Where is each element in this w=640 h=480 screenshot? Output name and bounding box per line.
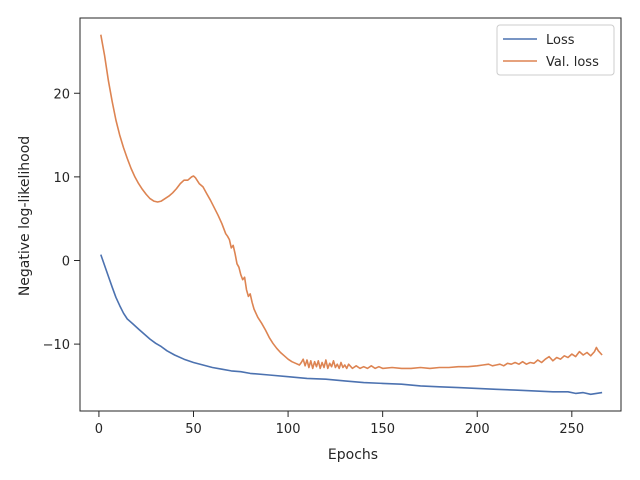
plot-lines [100, 34, 603, 396]
y-tick-label: −10 [43, 338, 70, 353]
legend: Loss Val. loss [496, 24, 615, 76]
series-line-loss [100, 254, 603, 396]
y-axis-label: Negative log-likelihood [17, 136, 33, 296]
y-tick-label: 10 [53, 171, 70, 186]
legend-box [496, 24, 615, 76]
x-tick-label: 200 [465, 422, 490, 437]
legend-label-loss: Loss [546, 33, 575, 48]
x-tick-label: 150 [370, 422, 395, 437]
plot-frame [79, 17, 622, 412]
x-axis: 0 50 100 150 200 250 [95, 411, 584, 437]
x-tick-label: 0 [95, 422, 103, 437]
x-tick-label: 100 [276, 422, 301, 437]
x-tick-label: 250 [559, 422, 584, 437]
legend-label-val-loss: Val. loss [546, 55, 599, 70]
series-line-val-loss [100, 34, 603, 370]
x-axis-label: Epochs [328, 447, 378, 463]
y-tick-label: 20 [53, 87, 70, 102]
y-tick-label: 0 [62, 254, 70, 269]
x-tick-label: 50 [185, 422, 202, 437]
y-axis: −10 0 10 20 [43, 87, 80, 353]
